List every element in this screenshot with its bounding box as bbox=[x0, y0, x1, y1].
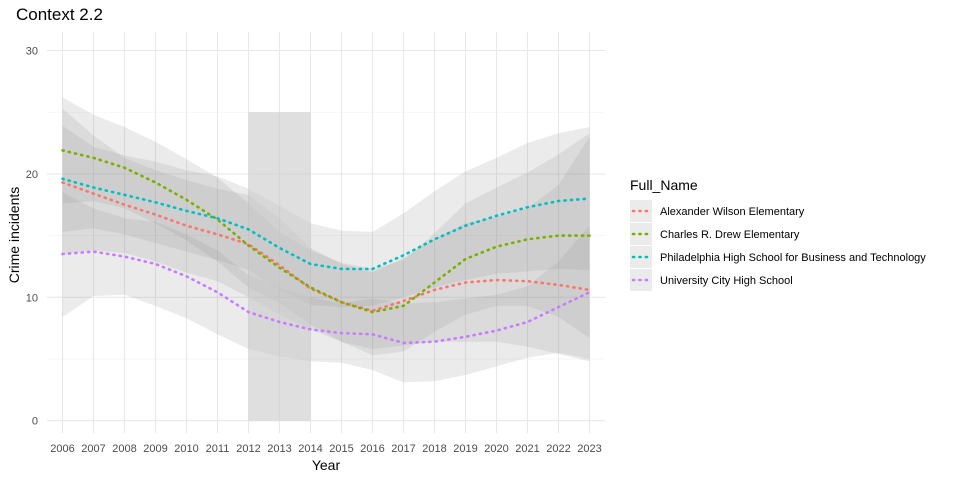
x-tick-label: 2023 bbox=[577, 443, 601, 455]
x-tick-label: 2020 bbox=[484, 443, 508, 455]
y-tick-label: 10 bbox=[26, 292, 38, 304]
x-tick-label: 2022 bbox=[546, 443, 570, 455]
y-axis-title: Crime incidents bbox=[6, 187, 22, 283]
x-axis-title: Year bbox=[312, 457, 341, 473]
x-tick-label: 2007 bbox=[81, 443, 105, 455]
legend-label: Charles R. Drew Elementary bbox=[660, 229, 800, 241]
series-line bbox=[61, 181, 591, 313]
series-line bbox=[61, 177, 591, 271]
x-tick-label: 2009 bbox=[143, 443, 167, 455]
legend-title: Full_Name bbox=[630, 177, 698, 193]
y-tick-label: 20 bbox=[26, 169, 38, 181]
x-tick-label: 2018 bbox=[422, 443, 446, 455]
x-tick-label: 2010 bbox=[174, 443, 198, 455]
x-tick-label: 2011 bbox=[206, 443, 230, 455]
x-tick-label: 2006 bbox=[50, 443, 74, 455]
confidence-band bbox=[62, 125, 590, 308]
x-tick-label: 2014 bbox=[298, 443, 322, 455]
x-tick-label: 2012 bbox=[236, 443, 260, 455]
confidence-band bbox=[62, 192, 590, 383]
legend-label: University City High School bbox=[660, 275, 793, 287]
confidence-band bbox=[62, 108, 590, 362]
x-axis-ticks: 2006 2007 2008 2009 2010 2011 2012 2013 2014 2015… bbox=[50, 443, 601, 455]
y-axis-ticks: 0 10 20 30 bbox=[26, 46, 38, 428]
confidence-bands bbox=[62, 97, 590, 383]
legend-items: Alexander Wilson Elementary Charles R. Dr… bbox=[630, 200, 926, 291]
x-tick-label: 2008 bbox=[112, 443, 136, 455]
x-tick-label: 2017 bbox=[391, 443, 415, 455]
x-tick-label: 2013 bbox=[267, 443, 291, 455]
x-tick-label: 2016 bbox=[360, 443, 384, 455]
legend-label: Alexander Wilson Elementary bbox=[660, 206, 805, 218]
y-tick-label: 0 bbox=[32, 416, 38, 428]
plot-panel bbox=[47, 32, 605, 433]
y-tick-label: 30 bbox=[26, 46, 38, 58]
x-tick-label: 2015 bbox=[329, 443, 353, 455]
series-lines bbox=[61, 149, 591, 345]
series-line bbox=[61, 250, 591, 345]
x-tick-label: 2021 bbox=[515, 443, 539, 455]
legend-label: Philadelphia High School for Business an… bbox=[660, 252, 926, 264]
series-line bbox=[61, 149, 591, 314]
x-tick-label: 2019 bbox=[453, 443, 477, 455]
chart-title: Context 2.2 bbox=[16, 5, 103, 24]
legend: Full_Name Alexander Wilson Elementary Cha… bbox=[630, 177, 926, 291]
confidence-band bbox=[62, 97, 590, 356]
